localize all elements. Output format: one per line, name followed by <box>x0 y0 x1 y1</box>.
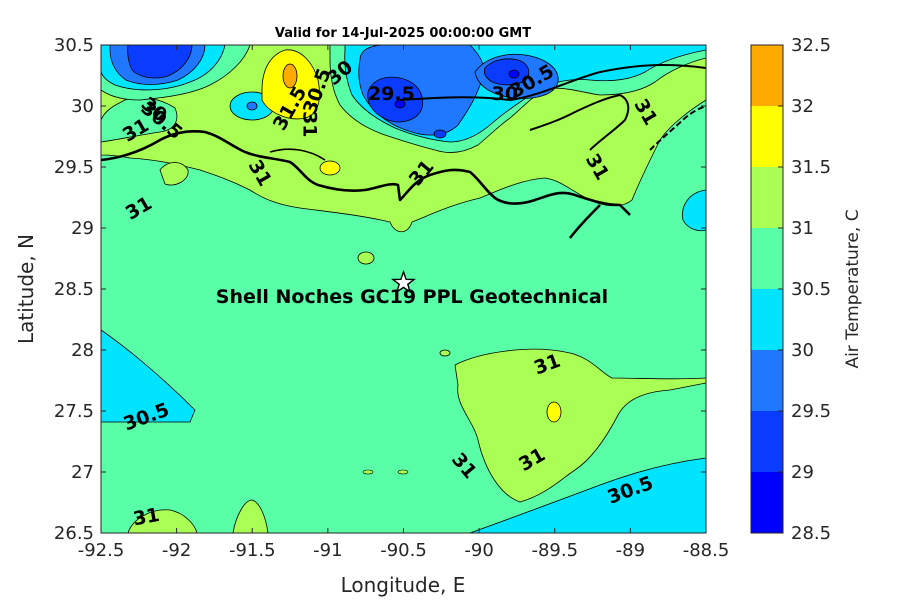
contour-label: 31 <box>131 504 161 530</box>
contour-region-29-5-pocket <box>246 101 258 111</box>
contour-region-28-5-east <box>508 69 520 79</box>
colorbar-tick-label: 31 <box>791 218 814 239</box>
colorbar-tick-label: 32.5 <box>791 35 831 56</box>
x-tick-label: -89.5 <box>531 540 578 561</box>
coastline-delta <box>568 204 601 239</box>
colorbar-tick-label: 31.5 <box>791 157 831 178</box>
x-tick-label: -90 <box>464 540 493 561</box>
y-axis: 30.5 30 29.5 29 28.5 28 27.5 27 26.5 <box>54 35 706 544</box>
contour-label: 31 <box>299 111 321 137</box>
contour-region-29-nw <box>127 45 193 79</box>
coastline-inner <box>269 148 326 161</box>
y-tick-label: 27 <box>71 462 94 483</box>
contour-region-31-5-south <box>546 401 562 423</box>
chart-title: Valid for 14-Jul-2025 00:00:00 GMT <box>275 26 531 41</box>
y-tick-label: 28 <box>71 340 94 361</box>
contour-region-31-south <box>454 348 706 503</box>
contour-region-31-small-4 <box>357 251 375 265</box>
contour-region-30-east <box>682 189 706 232</box>
site-label: Shell Noches GC19 PPL Geotechnical <box>216 286 608 308</box>
y-axis-label: Latitude, N <box>14 234 38 344</box>
y-tick-label: 26.5 <box>54 523 94 544</box>
colorbar-swatch <box>751 45 783 106</box>
colorbar-swatch <box>751 228 783 289</box>
x-tick-label: -92.5 <box>78 540 125 561</box>
colorbar-label: Air Temperature, C <box>843 209 863 368</box>
colorbar-swatch <box>751 289 783 350</box>
x-axis-label: Longitude, E <box>341 573 466 597</box>
coastline-bays <box>529 94 630 151</box>
coastline-layer <box>101 64 706 239</box>
x-axis: -92.5 -92 -91.5 -91 -90.5 -90 -89.5 -89 -88.5 <box>78 45 730 561</box>
contour-region-29-east <box>484 58 530 86</box>
contour-region-31-small-2 <box>362 469 374 475</box>
site-marker-group: Shell Noches GC19 PPL Geotechnical <box>216 269 608 308</box>
contour-region-31-small <box>439 349 451 357</box>
y-tick-label: 28.5 <box>54 279 94 300</box>
x-tick-label: -90.5 <box>380 540 427 561</box>
contour-label: 30 <box>492 83 518 105</box>
y-tick-label: 29.5 <box>54 157 94 178</box>
colorbar-tick-label: 28.5 <box>791 523 831 544</box>
x-tick-label: -89 <box>616 540 645 561</box>
contour-region-30-left <box>101 329 196 423</box>
contour-region-30-bottom <box>469 457 706 533</box>
x-tick-label: -92 <box>162 540 191 561</box>
contour-label: 29.5 <box>368 83 415 105</box>
colorbar-tick-label: 30.5 <box>791 279 831 300</box>
contour-region-29-small <box>433 129 447 139</box>
colorbar-swatch <box>751 472 783 533</box>
contour-region-31-5-coast <box>319 160 341 176</box>
contour-region-30-5-nw-lobe <box>101 97 178 143</box>
contour-region-29-north <box>367 76 424 123</box>
contour-region-32-peak <box>282 63 298 89</box>
site-star-icon <box>391 269 416 294</box>
y-tick-label: 29 <box>71 218 94 239</box>
y-tick-label: 30.5 <box>54 35 94 56</box>
coastline-lake <box>399 64 706 101</box>
colorbar-swatch <box>751 167 783 228</box>
contour-region-31-isolated <box>159 162 189 186</box>
y-tick-label: 27.5 <box>54 401 94 422</box>
coastline-main <box>101 129 631 216</box>
x-tick-label: -88.5 <box>683 540 730 561</box>
contour-region-31-bottom-left <box>127 509 198 533</box>
colorbar-swatch <box>751 411 783 472</box>
y-tick-label: 30 <box>71 96 94 117</box>
colorbar-tick-label: 29.5 <box>791 401 831 422</box>
contour-region-31-bottom-mid <box>232 499 269 533</box>
x-tick-label: -91 <box>313 540 342 561</box>
colorbar-tick-label: 30 <box>791 340 814 361</box>
colorbar-swatch <box>751 350 783 411</box>
coastline-barrier-islands <box>649 105 706 151</box>
contour-region-31-small-3 <box>397 469 409 475</box>
colorbar-tick-label: 29 <box>791 462 814 483</box>
contour-fill-layer <box>101 45 706 533</box>
colorbar-tick-label: 32 <box>791 96 814 117</box>
colorbar: 32.5 32 31.5 31 30.5 30 29.5 29 28.5 <box>750 35 831 544</box>
colorbar-swatch <box>751 106 783 167</box>
x-tick-label: -91.5 <box>229 540 276 561</box>
